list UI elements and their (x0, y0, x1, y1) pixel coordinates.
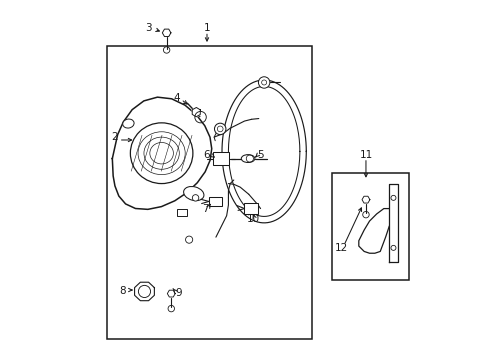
Circle shape (192, 195, 198, 201)
Text: 7: 7 (202, 203, 208, 213)
Text: 11: 11 (359, 150, 372, 160)
Polygon shape (134, 282, 154, 301)
Polygon shape (192, 108, 200, 117)
Circle shape (214, 123, 225, 135)
Ellipse shape (130, 123, 192, 184)
Circle shape (185, 236, 192, 243)
Text: 8: 8 (120, 286, 126, 296)
Polygon shape (388, 184, 397, 262)
Ellipse shape (122, 119, 134, 128)
Polygon shape (361, 196, 369, 203)
Text: 3: 3 (144, 23, 151, 33)
Polygon shape (358, 208, 388, 253)
Bar (176, 208, 186, 216)
Bar (208, 197, 221, 206)
Text: 1: 1 (203, 23, 210, 33)
Text: 6: 6 (203, 150, 210, 160)
Ellipse shape (241, 155, 254, 162)
Text: 5: 5 (257, 150, 264, 160)
Text: 9: 9 (175, 288, 182, 297)
Text: 2: 2 (111, 132, 117, 142)
Bar (331, 173, 408, 280)
Bar (213, 152, 229, 165)
Text: 10: 10 (246, 214, 260, 224)
Bar (244, 203, 258, 214)
Text: 12: 12 (334, 243, 347, 253)
Text: 4: 4 (173, 93, 180, 103)
Polygon shape (112, 97, 211, 210)
Bar (107, 46, 312, 339)
Polygon shape (167, 290, 175, 297)
Circle shape (258, 77, 269, 88)
Ellipse shape (183, 186, 203, 201)
Polygon shape (162, 29, 171, 36)
